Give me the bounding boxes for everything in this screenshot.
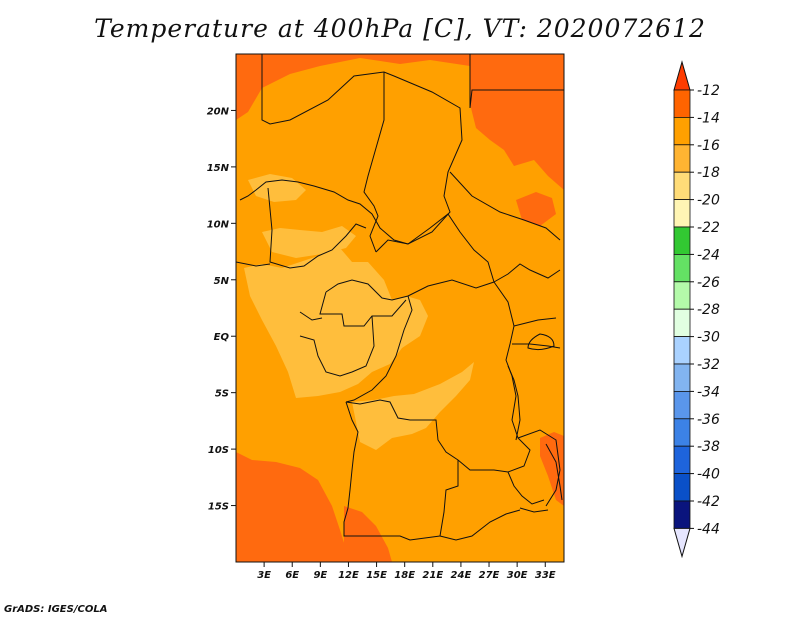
lon-tick-label: 33E: [535, 570, 556, 581]
colorbar-bin: [673, 363, 691, 392]
colorbar-bin: [673, 500, 691, 529]
lake-outlines: [507, 333, 563, 513]
border-south-sudan: [493, 263, 561, 283]
lat-tick-label: 20N: [207, 106, 230, 117]
colorbar-label: -42: [697, 494, 720, 510]
colorbar-label: -34: [697, 384, 720, 400]
border-sudan: [449, 171, 561, 241]
colorbar-bin: [673, 308, 691, 338]
lat-tick-label: EQ: [214, 332, 230, 343]
lat-tick-label: 5S: [215, 389, 229, 400]
border-congo: [299, 291, 407, 377]
border-west-africa: [239, 54, 463, 245]
colorbar-label: -16: [697, 138, 720, 154]
border-nigeria: [267, 187, 367, 269]
border-angola: [343, 401, 459, 541]
colorbar-bin: [673, 281, 691, 310]
warm-area-northeast: [470, 54, 564, 190]
colorbar-bin: [673, 445, 691, 475]
lat-tick-label: 10S: [208, 445, 229, 456]
colorbar-label: -28: [697, 302, 720, 318]
colorbar-bin: [673, 117, 691, 146]
country-borders: [236, 54, 564, 541]
temperature-field: [236, 54, 564, 562]
colorbar-label: -44: [697, 521, 720, 537]
cool-area-congo-south: [352, 362, 474, 450]
lon-tick-label: 24E: [451, 570, 472, 581]
map-frame: [235, 53, 565, 563]
latitude-axis: 20N 15N 10N 5N EQ 5S 10S 15S: [207, 106, 236, 513]
lon-tick-label: 30E: [507, 570, 528, 581]
warm-area-east-coast: [540, 432, 564, 506]
colorbar-label: -12: [697, 83, 720, 99]
lon-tick-label: 15E: [366, 570, 387, 581]
colorbar-under-triangle: [673, 527, 691, 559]
lon-tick-label: 18E: [394, 570, 415, 581]
warm-area-southwest: [236, 452, 350, 562]
colorbar-label: -14: [697, 110, 720, 126]
lon-tick-label: 21E: [422, 570, 443, 581]
colorbar-label: -24: [697, 247, 720, 263]
colorbar-bin: [673, 473, 691, 502]
colorbar-label: -38: [697, 439, 720, 455]
colorbar-label: -36: [697, 412, 720, 428]
colorbar-bin: [673, 226, 691, 255]
chart-title: Temperature at 400hPa [C], VT: 202007261…: [94, 14, 706, 43]
grads-credit: GrADS: IGES/COLA: [4, 604, 108, 615]
border-east-africa: [512, 317, 561, 507]
cool-area-central: [244, 248, 428, 398]
colorbar-bin: [673, 89, 691, 118]
lat-tick-label: 5N: [214, 276, 230, 287]
coastline-gulf-guinea: [236, 261, 323, 321]
lon-tick-label: 12E: [338, 570, 359, 581]
colorbar-label: -22: [697, 220, 720, 236]
colorbar-bin: [673, 144, 691, 173]
colorbar-label: -26: [697, 275, 720, 291]
colorbar: -12 -14 -16 -18 -20 -22 -24 -26 -28 -30 -32 -34 -36 -…: [673, 60, 720, 559]
lon-tick-label: 27E: [479, 570, 500, 581]
colorbar-bin: [673, 336, 691, 365]
colorbar-over-triangle: [673, 60, 691, 91]
border-drc: [345, 281, 531, 473]
border-zambia: [439, 471, 545, 541]
border-sahara-east: [469, 54, 564, 109]
border-car: [325, 213, 495, 301]
border-chad: [363, 72, 385, 253]
colorbar-bin: [673, 199, 691, 228]
longitude-axis: 3E 6E 9E 12E 15E 18E 21E 24E 27E 30E 33E: [257, 562, 556, 581]
colorbar-bin: [673, 171, 691, 200]
lat-tick-label: 15N: [207, 163, 230, 174]
warm-area-south-central: [344, 506, 392, 562]
lat-tick-label: 10N: [207, 219, 230, 230]
colorbar-label: -18: [697, 165, 720, 181]
colorbar-bin: [673, 418, 691, 447]
colorbar-label: -20: [697, 193, 720, 209]
lon-tick-label: 6E: [285, 570, 299, 581]
colorbar-label: -32: [697, 357, 720, 373]
lat-tick-label: 15S: [208, 502, 229, 513]
colorbar-label: -30: [697, 330, 720, 346]
lon-tick-label: 3E: [257, 570, 271, 581]
colorbar-bin: [673, 390, 691, 420]
colorbar-label: -40: [697, 467, 720, 483]
lon-tick-label: 9E: [313, 570, 327, 581]
colorbar-bin: [673, 253, 691, 283]
warm-area-east-blob: [516, 192, 556, 226]
